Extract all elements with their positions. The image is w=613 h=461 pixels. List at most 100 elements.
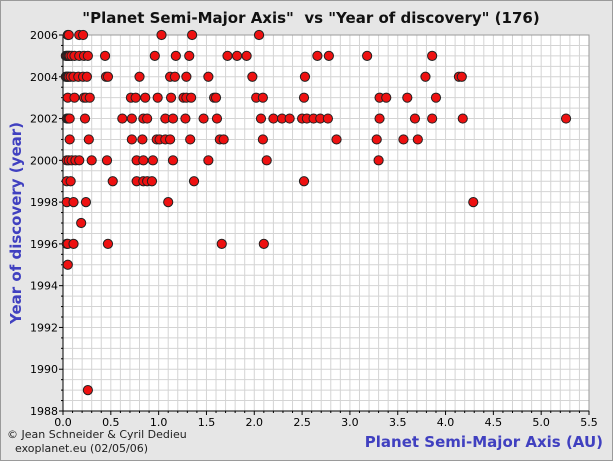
data-point xyxy=(322,113,334,124)
data-point xyxy=(147,155,158,166)
data-point xyxy=(188,176,200,187)
data-point xyxy=(101,155,113,166)
data-point xyxy=(255,113,267,124)
data-point xyxy=(86,155,97,166)
data-point xyxy=(137,134,148,145)
chart-title: "Planet Semi-Major Axis" vs "Year of dis… xyxy=(82,9,539,27)
data-point xyxy=(126,134,137,145)
data-point xyxy=(181,71,192,82)
data-point xyxy=(210,92,222,103)
data-point xyxy=(427,50,438,61)
data-point xyxy=(323,50,334,61)
y-tick-label: 1988 xyxy=(30,405,58,418)
data-point xyxy=(167,155,179,166)
data-point xyxy=(412,134,423,145)
data-point xyxy=(69,92,80,103)
x-tick-label: 4.0 xyxy=(437,416,455,429)
data-point xyxy=(65,176,76,187)
data-point xyxy=(402,92,413,103)
data-point xyxy=(420,71,431,82)
x-tick-label: 0.0 xyxy=(54,416,72,429)
data-point xyxy=(241,50,252,61)
data-point xyxy=(185,134,196,145)
scatter-points xyxy=(60,29,572,396)
copyright-credit: © Jean Schneider & Cyril Dedieu xyxy=(7,428,187,441)
data-point xyxy=(312,50,323,61)
x-tick-label: 5.5 xyxy=(580,416,598,429)
data-point xyxy=(398,134,409,145)
y-tick-label: 2004 xyxy=(30,71,58,84)
y-tick-label: 1994 xyxy=(30,280,58,293)
data-point xyxy=(247,71,258,82)
data-point xyxy=(165,134,176,145)
data-point xyxy=(156,29,167,41)
data-point xyxy=(560,113,572,124)
data-point xyxy=(187,29,198,41)
data-point xyxy=(81,71,93,82)
data-point xyxy=(140,92,151,103)
data-point xyxy=(152,92,163,103)
y-axis-label: Year of discovery (year) xyxy=(7,122,25,325)
x-axis-label: Planet Semi-Major Axis (AU) xyxy=(365,433,603,451)
data-point xyxy=(167,113,179,124)
x-tick-label: 0.5 xyxy=(102,416,120,429)
data-point xyxy=(170,50,181,61)
data-point xyxy=(102,71,114,82)
x-tick-label: 2.0 xyxy=(246,416,264,429)
axis-ticks: 0.0 0.5 1.0 1.5 2.0 2.5 3.0 3.5 4.0 4.5 5.0 5.5 1988… xyxy=(30,29,598,429)
data-point xyxy=(138,155,149,166)
x-tick-label: 3.0 xyxy=(341,416,359,429)
data-point xyxy=(130,92,141,103)
data-point xyxy=(371,134,382,145)
data-point xyxy=(331,134,342,145)
x-tick-label: 3.5 xyxy=(389,416,407,429)
data-point xyxy=(257,92,268,103)
data-point xyxy=(74,155,85,166)
data-point xyxy=(62,259,73,270)
data-point xyxy=(163,197,174,208)
data-point xyxy=(268,113,279,124)
data-point xyxy=(198,113,209,124)
data-point xyxy=(373,155,384,166)
data-point xyxy=(231,50,243,61)
data-point xyxy=(149,50,160,61)
data-point xyxy=(126,113,137,124)
data-point xyxy=(84,92,95,103)
data-point xyxy=(430,92,442,103)
data-point xyxy=(83,134,94,145)
data-point xyxy=(99,50,111,61)
data-point xyxy=(284,113,295,124)
data-point xyxy=(203,71,214,82)
data-point xyxy=(257,134,268,145)
data-point xyxy=(102,238,114,249)
data-point xyxy=(169,71,180,82)
data-point xyxy=(77,29,89,41)
data-point xyxy=(374,113,385,124)
x-tick-label: 4.5 xyxy=(485,416,503,429)
data-point xyxy=(64,113,75,124)
data-point xyxy=(63,29,74,41)
y-tick-label: 2000 xyxy=(30,154,58,167)
data-point xyxy=(222,50,233,61)
data-point xyxy=(427,113,438,124)
data-point xyxy=(80,197,92,208)
data-point xyxy=(186,92,197,103)
y-tick-label: 2006 xyxy=(30,29,58,42)
data-point xyxy=(298,176,310,187)
data-point xyxy=(180,113,191,124)
y-tick-label: 1998 xyxy=(30,196,58,209)
x-tick-label: 1.5 xyxy=(198,416,216,429)
data-point xyxy=(362,50,373,61)
data-point xyxy=(146,176,158,187)
data-point xyxy=(381,92,392,103)
x-tick-label: 1.0 xyxy=(150,416,168,429)
data-point xyxy=(107,176,118,187)
data-point xyxy=(218,134,229,145)
y-tick-label: 1996 xyxy=(30,238,58,251)
data-point xyxy=(211,113,223,124)
data-point xyxy=(253,29,265,41)
data-point xyxy=(216,238,227,249)
data-point xyxy=(79,113,91,124)
data-point xyxy=(468,197,479,208)
